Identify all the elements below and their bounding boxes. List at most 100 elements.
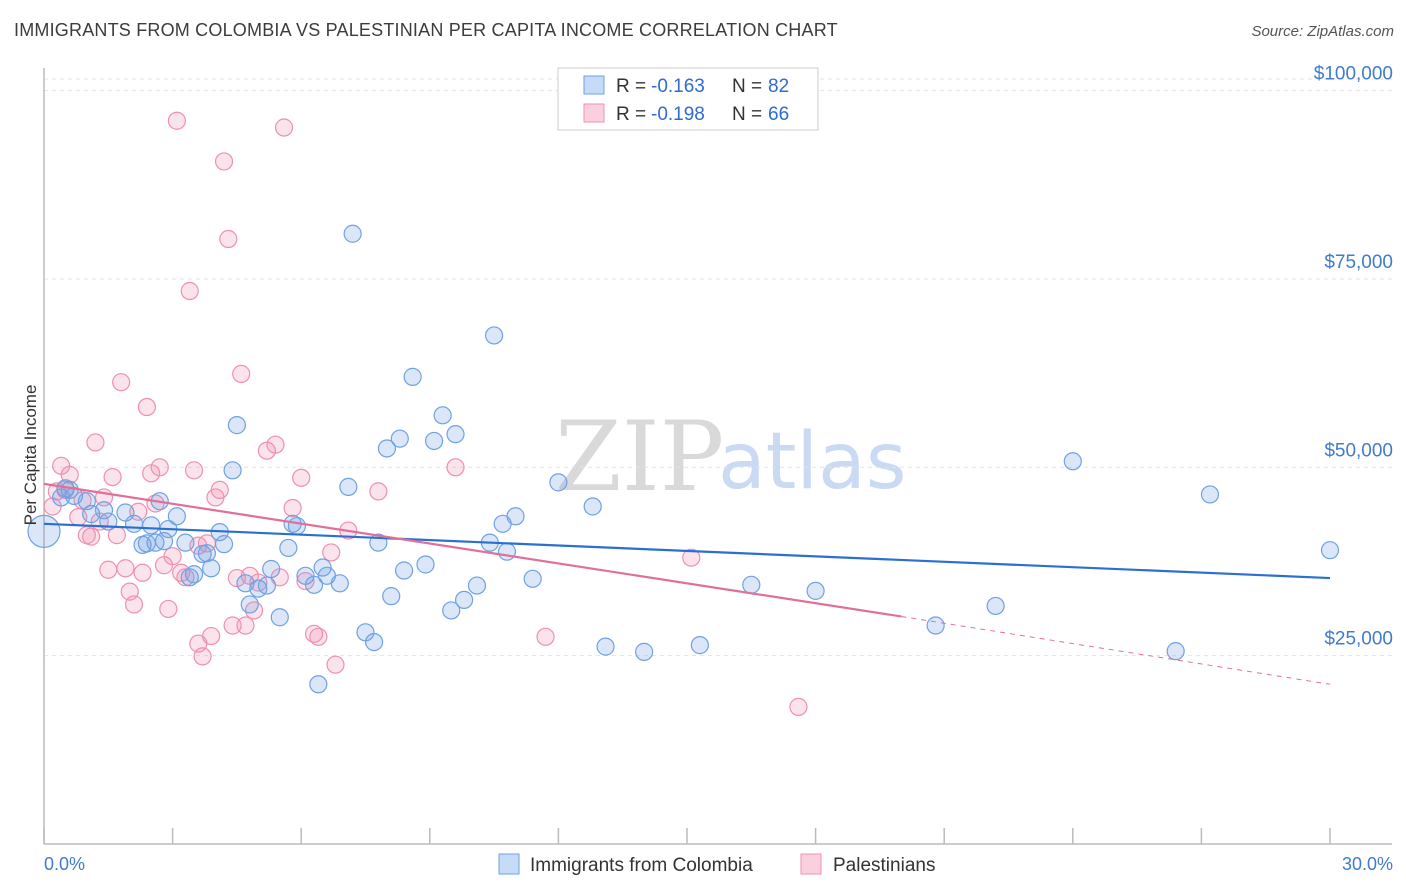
stats-legend: R = -0.163 N = 82 R = -0.198 N = 66 (557, 67, 819, 131)
colombia-point (124, 514, 144, 533)
palestinians-n-label: N = (732, 104, 762, 125)
y-tick-label: $25,000 (1324, 629, 1393, 650)
colombia-point (377, 439, 397, 458)
palestinians-point (266, 435, 285, 454)
colombia-point (690, 636, 709, 655)
colombia-point (223, 461, 242, 480)
colombia-point (485, 326, 504, 345)
colombia-point (339, 477, 358, 496)
colombia-point (1320, 541, 1340, 560)
palestinians-swatch (583, 103, 605, 123)
y-tick-labels: $25,000 $50,000 $75,000 $100,000 (1314, 64, 1393, 650)
palestinians-point (214, 152, 234, 171)
legend-colombia-swatch (498, 853, 520, 875)
palestinians-point (124, 595, 144, 614)
y-axis-title: Per Capita Income (21, 385, 40, 526)
colombia-swatch (583, 75, 605, 95)
colombia-point (416, 555, 435, 574)
palestinians-point (236, 616, 255, 635)
palestinians-r-value: -0.198 (651, 104, 705, 125)
colombia-point (394, 561, 414, 580)
palestinians-point (536, 627, 555, 646)
palestinians-point (180, 281, 199, 301)
colombia-n-label: N = (732, 76, 762, 97)
colombia-point (403, 367, 422, 386)
y-tick-label: $100,000 (1314, 64, 1393, 85)
palestinians-point (223, 616, 242, 635)
colombia-point (287, 516, 307, 536)
colombia-trend-line (43, 522, 1331, 580)
trend-lines (43, 482, 1331, 685)
palestinians-point (309, 627, 328, 646)
legend-palestinians-swatch (800, 853, 822, 875)
colombia-point (583, 497, 602, 516)
colombia-point (94, 501, 114, 520)
palestinians-point (369, 482, 388, 501)
palestinians-point (202, 626, 221, 646)
colombia-point (167, 507, 186, 526)
chart-title: IMMIGRANTS FROM COLOMBIA VS PALESTINIAN … (14, 20, 838, 40)
colombia-point (257, 576, 277, 595)
palestinians-n-value: 66 (768, 104, 789, 125)
palestinians-point (86, 433, 105, 452)
palestinians-point (137, 397, 156, 417)
colombia-n-value: 82 (768, 76, 789, 97)
colombia-point (214, 535, 234, 554)
colombia-r-value: -0.163 (651, 76, 705, 97)
colombia-point (497, 542, 517, 561)
x-tick-label-min: 0.0% (44, 854, 85, 874)
colombia-point (142, 516, 161, 535)
palestinians-point (789, 697, 808, 716)
colombia-point (596, 637, 615, 656)
y-tick-label: $50,000 (1324, 440, 1393, 461)
colombia-point (506, 507, 525, 526)
colombia-point (424, 431, 444, 451)
colombia-point (309, 675, 328, 694)
colombia-point (635, 642, 654, 661)
palestinians-point (60, 465, 79, 484)
palestinians-point (159, 599, 178, 619)
colombia-point (304, 575, 324, 594)
palestinians-points (43, 111, 808, 716)
palestinians-point (219, 229, 238, 249)
colombia-point (154, 532, 174, 551)
colombia-point (202, 559, 221, 578)
palestinians-point (150, 458, 169, 477)
colombia-point (176, 533, 195, 552)
colombia-point (742, 575, 761, 594)
colombia-point (433, 406, 452, 425)
palestinians-point (167, 111, 186, 130)
colombia-point (1166, 642, 1185, 661)
palestinians-point (112, 373, 131, 392)
colombia-point (446, 425, 465, 444)
colombia-point (986, 596, 1005, 616)
palestinians-trend-extension (901, 615, 1331, 685)
palestinians-point (283, 498, 302, 518)
palestinians-point (326, 655, 345, 674)
palestinians-point (99, 560, 118, 579)
colombia-point (467, 576, 487, 595)
palestinians-r-label: R = (616, 104, 646, 125)
colombia-point (330, 574, 349, 593)
watermark-atlas: atlas (718, 417, 907, 507)
palestinians-point (210, 480, 229, 500)
palestinians-point (274, 118, 294, 137)
colombia-point (262, 559, 281, 579)
colombia-point (926, 616, 945, 635)
colombia-point (184, 565, 204, 584)
legend-colombia-label: Immigrants from Colombia (530, 855, 753, 876)
palestinians-point (446, 458, 465, 477)
colombia-r-label: R = (616, 76, 646, 97)
y-tick-label: $75,000 (1324, 252, 1393, 273)
palestinians-point (322, 543, 341, 562)
x-tick-label-max: 30.0% (1342, 854, 1393, 874)
palestinians-point (232, 364, 251, 383)
colombia-point (382, 587, 401, 606)
colombia-point (454, 590, 474, 609)
palestinians-point (682, 548, 701, 567)
colombia-point (227, 416, 246, 435)
palestinians-point (193, 647, 212, 666)
colombia-point (279, 538, 298, 558)
series-legend: Immigrants from Colombia Palestinians (498, 853, 935, 876)
